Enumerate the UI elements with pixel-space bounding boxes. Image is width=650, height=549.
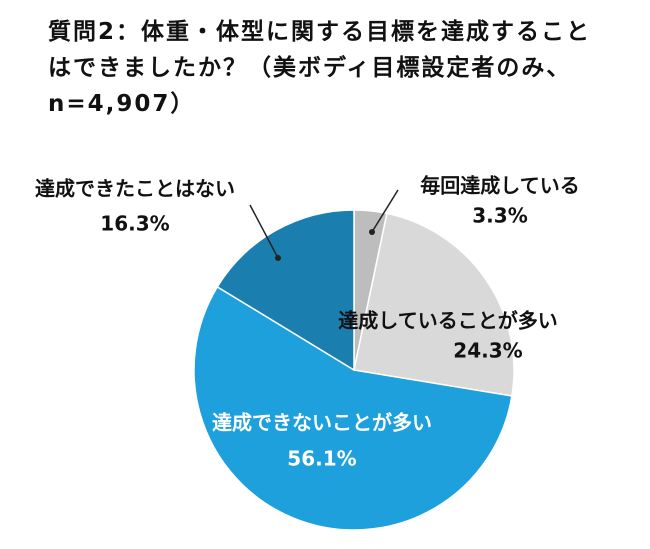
slice-label: 達成できないことが多い xyxy=(212,411,432,435)
leader-dot xyxy=(275,255,281,261)
leader-line xyxy=(249,204,279,259)
value-label: 56.1% xyxy=(287,447,356,471)
value-label: 24.3% xyxy=(453,339,522,363)
slice-label: 達成できたことはない xyxy=(35,177,235,201)
value-label: 16.3% xyxy=(100,212,169,236)
slice-label: 達成していることが多い xyxy=(338,309,557,333)
pie-slice xyxy=(193,285,513,531)
pie-slice xyxy=(216,209,355,372)
leader-dot xyxy=(369,229,375,235)
leader-line xyxy=(371,189,399,233)
value-label: 3.3% xyxy=(472,204,527,228)
chart-title: 質問2：体重・体型に関する目標を達成することはできましたか？（美ボディ目標設定者… xyxy=(48,19,592,117)
pie-slice xyxy=(353,212,515,397)
slice-label: 毎回達成している xyxy=(420,174,579,198)
